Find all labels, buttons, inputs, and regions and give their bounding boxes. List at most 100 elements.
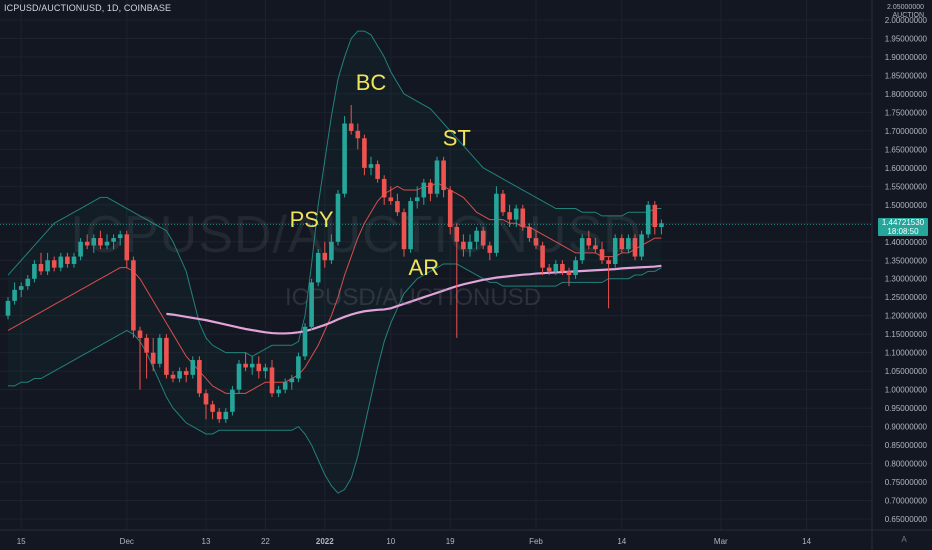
candle-body (150, 352, 156, 364)
symbol-header[interactable]: ICPUSD/AUCTIONUSD, 1D, COINBASE (4, 3, 172, 13)
candle (137, 326, 143, 390)
candle (560, 260, 565, 276)
candle (553, 260, 559, 276)
candle-body (428, 182, 433, 194)
candle (593, 238, 598, 253)
candle (645, 201, 651, 239)
candle-body (414, 197, 420, 202)
candle (573, 256, 578, 279)
y-tick-label: 0.90000000 (885, 423, 928, 432)
y-tick-label: 1.30000000 (885, 275, 928, 284)
candle-body (355, 130, 361, 139)
candle (124, 230, 130, 268)
x-tick-label: Dec (120, 537, 134, 546)
candle-body (25, 278, 31, 287)
x-tick-label: 19 (446, 537, 455, 546)
candle-body (223, 411, 229, 420)
candle (177, 367, 182, 383)
x-tick-label: 10 (386, 537, 395, 546)
candle (381, 175, 387, 205)
candle-body (553, 263, 559, 272)
candle (540, 241, 545, 276)
candle-body (474, 230, 479, 242)
candle-body (586, 238, 592, 246)
candle-body (51, 260, 57, 268)
candle-body (322, 252, 328, 261)
candle (494, 186, 499, 257)
candle-body (639, 234, 644, 257)
candle (91, 234, 97, 253)
candle-body (137, 330, 143, 338)
candle-body (230, 389, 235, 412)
candle (236, 360, 242, 394)
candle-body (461, 241, 466, 250)
candle-body (183, 371, 189, 375)
candle-body (375, 164, 380, 179)
y-tick-label: 1.65000000 (885, 145, 928, 154)
y-tick-label: 1.00000000 (885, 386, 928, 395)
y-tick-label: 1.25000000 (885, 293, 928, 302)
y-tick-label: 1.70000000 (885, 127, 928, 136)
candle-body (256, 363, 262, 372)
x-axis[interactable]: 15 Dec 13 22 2022 10 19 Feb 14 Mar 14 (17, 537, 812, 546)
candle-body (579, 238, 585, 261)
candle (150, 337, 156, 372)
candle (434, 156, 440, 198)
candle (84, 234, 90, 250)
candle (533, 230, 539, 250)
y-tick-label: 1.95000000 (885, 34, 928, 43)
candle (652, 201, 658, 235)
candle (203, 389, 209, 420)
candle (454, 223, 460, 338)
candle-body (38, 263, 44, 272)
candle-body (507, 212, 512, 220)
candle-body (98, 238, 103, 246)
candle-body (454, 226, 460, 242)
candle-body (348, 123, 354, 131)
candle-body (18, 286, 24, 290)
candle-body (216, 411, 222, 420)
candle-body (5, 300, 11, 316)
candle-body (573, 260, 578, 276)
candle (45, 252, 50, 276)
candle (58, 252, 64, 272)
candle-body (282, 382, 288, 390)
candle (335, 190, 341, 246)
axis-top-symbol: AUCTION (892, 12, 925, 19)
candle (342, 116, 347, 198)
y-axis[interactable]: 2.00000000 1.95000000 1.90000000 1.85000000… (885, 16, 928, 524)
y-tick-label: 1.80000000 (885, 90, 928, 99)
candle-body (91, 238, 97, 246)
candle (117, 230, 123, 246)
candle-body (276, 389, 281, 394)
candle-body (289, 378, 295, 383)
candle (197, 356, 202, 398)
candle-body (309, 282, 314, 327)
candle-body (487, 245, 493, 253)
band-upper-line (7, 30, 662, 357)
candle-body (190, 360, 196, 375)
candle-body (593, 245, 598, 250)
current-price-badge: 1.44721530 18:08:50 (878, 218, 928, 236)
auto-scale-button[interactable]: A (901, 535, 907, 544)
candle (362, 134, 367, 176)
candle (566, 267, 572, 287)
candle-body (395, 201, 400, 213)
y-tick-label: 1.50000000 (885, 201, 928, 210)
candle (5, 297, 11, 320)
candle (441, 156, 446, 198)
axis-top-labels: 2.05000000 AUCTION (887, 4, 924, 20)
candle (461, 234, 466, 257)
candle (269, 360, 275, 398)
candle-body (612, 238, 618, 264)
candle-body (520, 208, 526, 227)
moving-averages (0, 182, 872, 394)
candle (282, 378, 288, 394)
candle (71, 252, 77, 268)
candle (428, 178, 433, 202)
candle-body (335, 193, 341, 242)
candle-body (652, 204, 658, 227)
watermark-symbol-small: ICPUSD/AUCTIONUSD (285, 284, 542, 311)
candle (520, 204, 526, 231)
